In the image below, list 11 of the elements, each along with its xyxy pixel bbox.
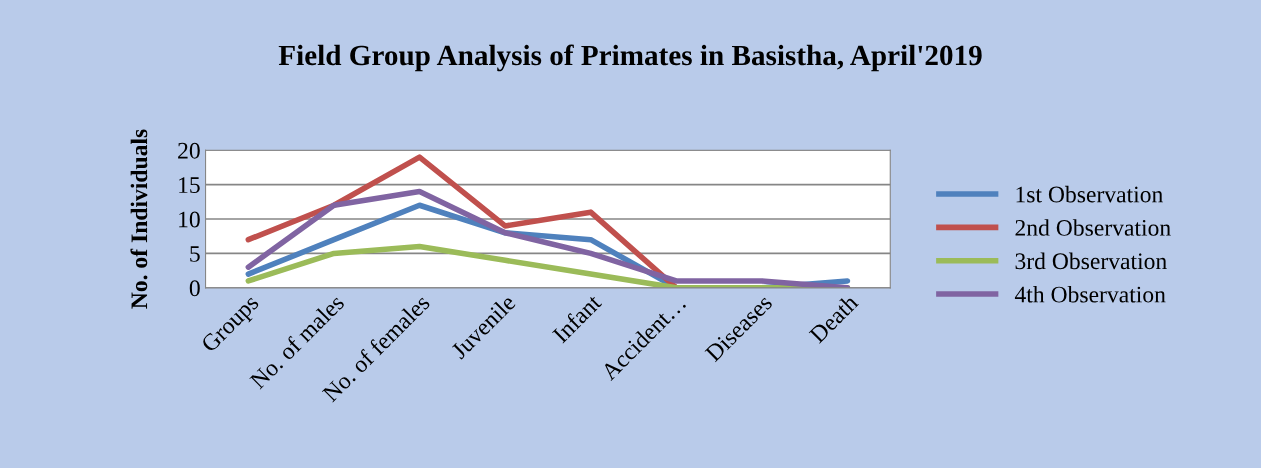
y-axis-title: No. of Individuals — [130, 129, 148, 309]
legend-label: 3rd Observation — [1015, 252, 1167, 270]
y-tick-label: 0 — [189, 280, 200, 297]
y-tick-label: 20 — [178, 142, 200, 159]
legend-label: 4th Observation — [1014, 285, 1166, 303]
y-tick-label: 10 — [179, 211, 200, 228]
y-tick-label: 15 — [179, 177, 200, 194]
legend-label: 1st Observation — [1016, 185, 1163, 203]
y-tick-label: 5 — [190, 246, 200, 262]
legend-label: 2nd Observation — [1015, 219, 1171, 236]
chart-title: Field Group Analysis of Primates in Basistha, April'2019 — [278, 44, 982, 72]
